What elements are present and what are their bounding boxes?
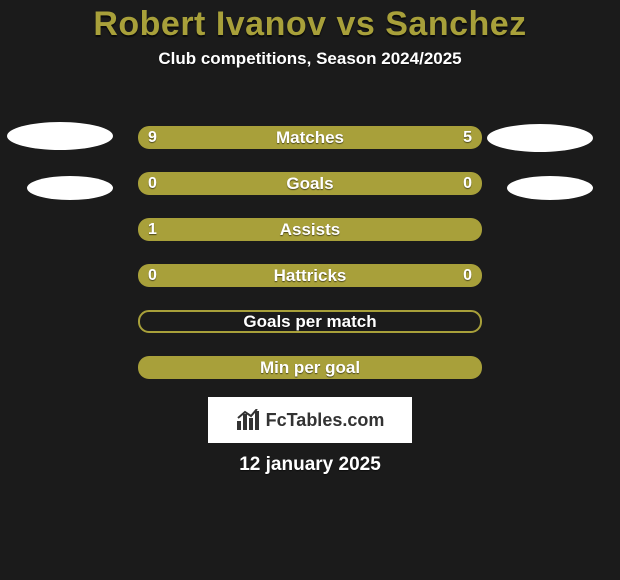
stat-bar-label: Assists bbox=[138, 218, 482, 241]
watermark-badge: FcTables.com bbox=[208, 397, 412, 443]
stat-bar: Goals0 0 bbox=[138, 172, 482, 195]
stat-bar-right-value: 5 bbox=[463, 126, 472, 149]
stat-bar: Goals per match bbox=[138, 310, 482, 333]
fctables-logo-icon bbox=[236, 409, 262, 431]
player-right-photo-placeholder-2 bbox=[507, 176, 593, 200]
stat-bar-left-value: 0 bbox=[148, 264, 157, 287]
page-title: Robert Ivanov vs Sanchez bbox=[0, 0, 620, 43]
subtitle: Club competitions, Season 2024/2025 bbox=[0, 49, 620, 69]
player-left-photo-placeholder-2 bbox=[27, 176, 113, 200]
stat-bar-label: Matches bbox=[138, 126, 482, 149]
comparison-bars: Matches95Goals00Assists1Hattricks00Goals… bbox=[138, 126, 482, 379]
stat-bar-right-value: 0 bbox=[463, 264, 472, 287]
comparison-infographic: Robert Ivanov vs Sanchez Club competitio… bbox=[0, 0, 620, 580]
stat-bar-right-value: 0 bbox=[463, 172, 472, 195]
stat-bar-label: Min per goal bbox=[138, 356, 482, 379]
stat-bar: Hattricks0 0 bbox=[138, 264, 482, 287]
stat-bar-label: Goals per match bbox=[140, 312, 480, 331]
player-right-photo-placeholder bbox=[487, 124, 593, 152]
watermark-text: FcTables.com bbox=[266, 410, 385, 431]
stat-bar-label: Goals bbox=[138, 172, 482, 195]
stat-bar-left-value: 9 bbox=[148, 126, 157, 149]
stat-bar-left-value: 1 bbox=[148, 218, 157, 241]
stat-bar-left-value: 0 bbox=[148, 172, 157, 195]
player-left-photo-placeholder bbox=[7, 122, 113, 150]
stat-bar: Assists1 bbox=[138, 218, 482, 241]
infographic-date: 12 january 2025 bbox=[0, 454, 620, 476]
stat-bar-label: Hattricks bbox=[138, 264, 482, 287]
stat-bar: Matches9 5 bbox=[138, 126, 482, 149]
stat-bar: Min per goal bbox=[138, 356, 482, 379]
